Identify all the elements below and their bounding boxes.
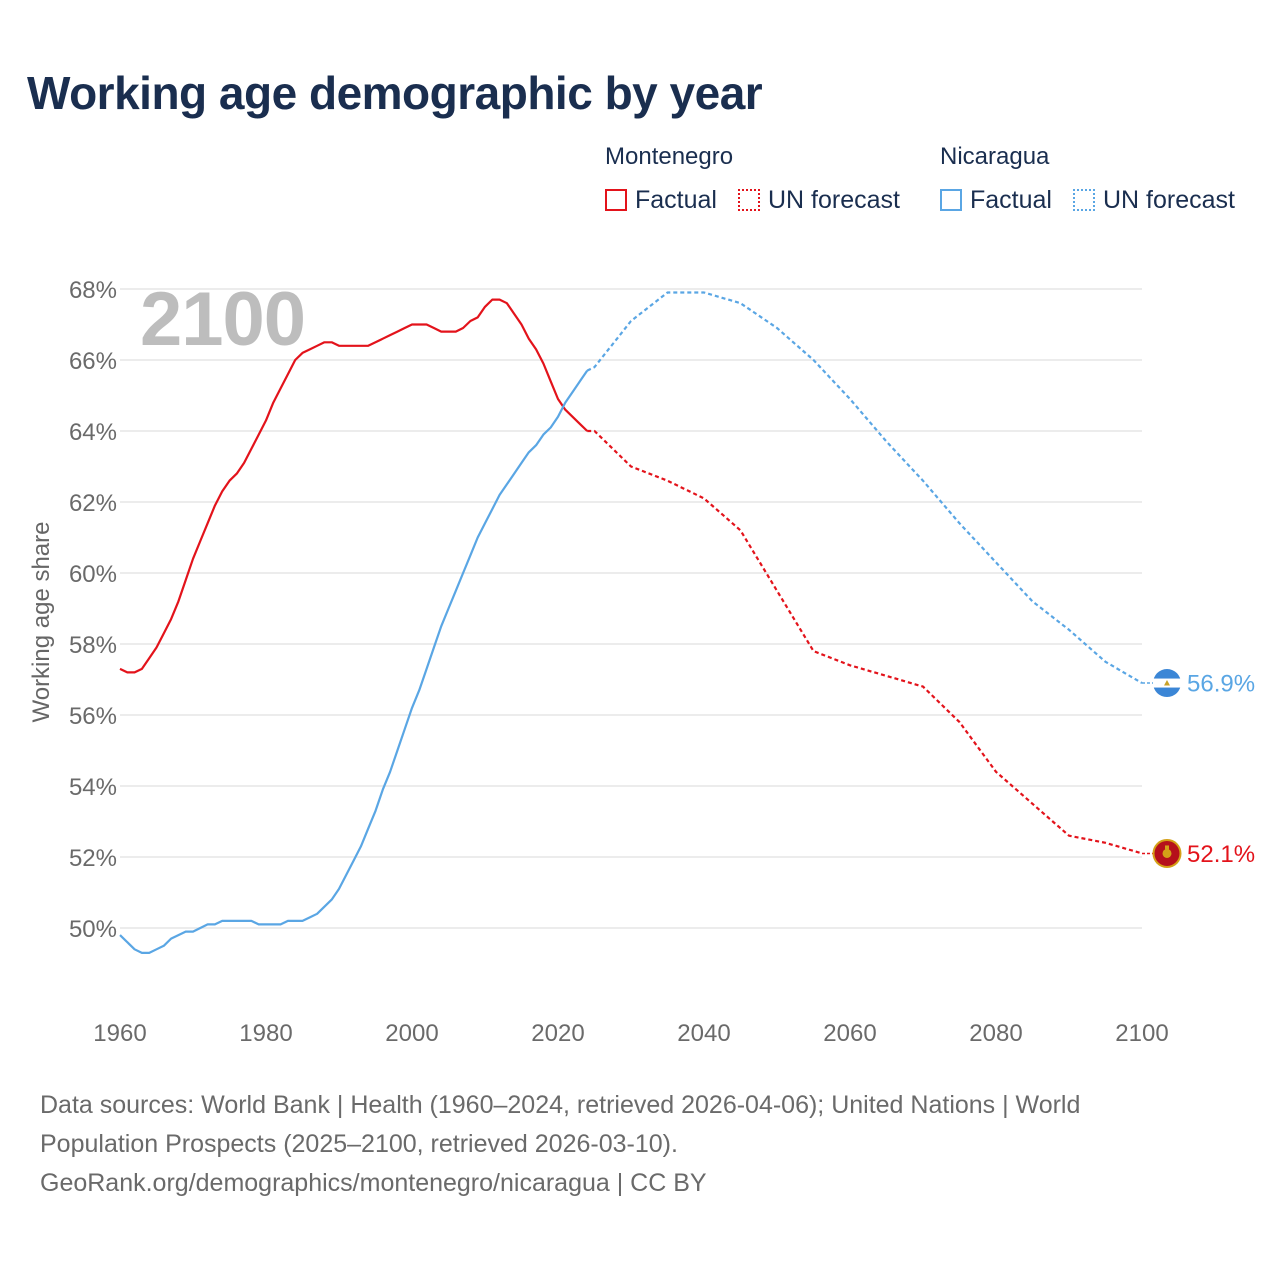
- legend-group-montenegro: Montenegro: [605, 143, 734, 170]
- end-markers: 52.1% 56.9%: [1142, 669, 1255, 868]
- legend-label: Factual: [970, 185, 1052, 214]
- legend-montenegro-factual[interactable]: Factual: [605, 185, 717, 215]
- line-chart: 50% 52% 54% 56% 58% 60% 62% 64% 66% 68% 1960 1980 2…: [69, 277, 1255, 1047]
- y-axis-ticks: 50% 52% 54% 56% 58% 60% 62% 64% 66% 68%: [69, 277, 117, 943]
- nicaragua-forecast-line[interactable]: [586, 291, 1143, 685]
- legend-nicaragua-factual[interactable]: Factual: [940, 185, 1052, 215]
- x-tick-label: 2000: [385, 1020, 438, 1047]
- legend-swatch-solid-blue: [940, 189, 962, 211]
- x-tick-label: 2040: [677, 1020, 730, 1047]
- legend-nicaragua-forecast[interactable]: UN forecast: [1073, 185, 1235, 215]
- y-tick-label: 66%: [69, 348, 117, 375]
- x-axis-ticks: 1960 1980 2000 2020 2040 2060 2080 2100: [93, 1020, 1168, 1047]
- y-tick-label: 50%: [69, 916, 117, 943]
- nicaragua-end-label: 56.9%: [1187, 671, 1255, 698]
- x-tick-label: 2080: [969, 1020, 1022, 1047]
- legend-label: UN forecast: [1103, 185, 1235, 214]
- montenegro-end-label: 52.1%: [1187, 841, 1255, 868]
- legend-swatch-solid-red: [605, 189, 627, 211]
- x-tick-label: 1980: [239, 1020, 292, 1047]
- y-tick-label: 56%: [69, 703, 117, 730]
- chart-title: Working age demographic by year: [27, 67, 763, 119]
- y-tick-label: 54%: [69, 774, 117, 801]
- data-sources: Data sources: World Bank | Health (1960–…: [40, 1091, 1081, 1158]
- nicaragua-flag-icon: [1153, 669, 1181, 698]
- x-tick-label: 2060: [823, 1020, 876, 1047]
- nicaragua-factual-line[interactable]: [119, 369, 589, 955]
- montenegro-flag-icon: [1152, 838, 1182, 868]
- y-tick-label: 60%: [69, 561, 117, 588]
- y-tick-label: 68%: [69, 277, 117, 304]
- footer: Data sources: World Bank | Health (1960–…: [40, 1086, 1180, 1203]
- legend-swatch-dotted-red: [738, 189, 760, 211]
- series-lines: [119, 291, 1143, 955]
- x-tick-label: 2020: [531, 1020, 584, 1047]
- legend-swatch-dotted-blue: [1073, 189, 1095, 211]
- montenegro-forecast-line[interactable]: [587, 429, 1143, 855]
- year-watermark: 2100: [140, 277, 306, 362]
- y-tick-label: 58%: [69, 632, 117, 659]
- grid: [120, 288, 1142, 929]
- y-tick-label: 62%: [69, 490, 117, 517]
- legend-label: Factual: [635, 185, 717, 214]
- source-link[interactable]: GeoRank.org/demographics/montenegro/nica…: [40, 1169, 707, 1197]
- montenegro-factual-line[interactable]: [119, 298, 588, 674]
- y-tick-label: 52%: [69, 845, 117, 872]
- y-tick-label: 64%: [69, 419, 117, 446]
- x-tick-label: 1960: [93, 1020, 146, 1047]
- legend-group-nicaragua: Nicaragua: [940, 143, 1050, 170]
- legend-label: UN forecast: [768, 185, 900, 214]
- legend-montenegro-forecast[interactable]: UN forecast: [738, 185, 900, 215]
- x-tick-label: 2100: [1115, 1020, 1168, 1047]
